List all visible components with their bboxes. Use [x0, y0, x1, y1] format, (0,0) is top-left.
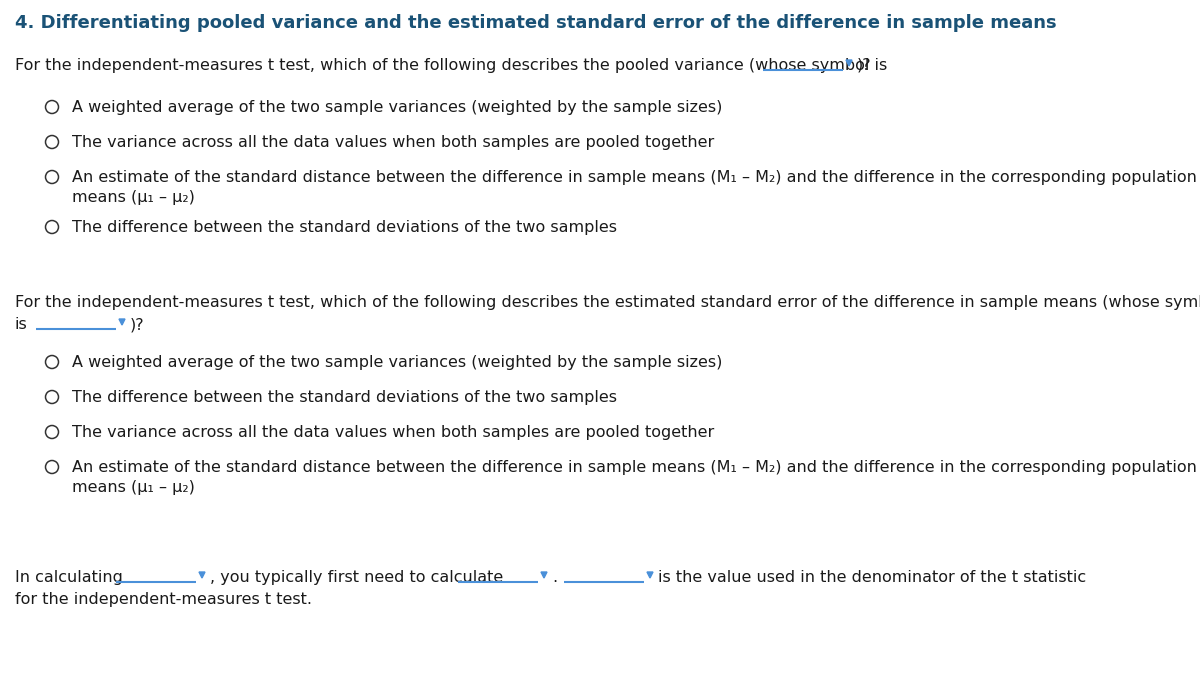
Polygon shape: [541, 572, 547, 578]
Text: In calculating: In calculating: [14, 570, 122, 585]
Text: .: .: [552, 570, 557, 585]
Polygon shape: [119, 319, 125, 325]
Text: means (μ₁ – μ₂): means (μ₁ – μ₂): [72, 480, 194, 495]
Text: , you typically first need to calculate: , you typically first need to calculate: [210, 570, 503, 585]
Polygon shape: [647, 572, 653, 578]
Text: A weighted average of the two sample variances (weighted by the sample sizes): A weighted average of the two sample var…: [72, 355, 722, 370]
Text: A weighted average of the two sample variances (weighted by the sample sizes): A weighted average of the two sample var…: [72, 100, 722, 115]
Text: is the value used in the denominator of the t statistic: is the value used in the denominator of …: [658, 570, 1086, 585]
Text: An estimate of the standard distance between the difference in sample means (M₁ : An estimate of the standard distance bet…: [72, 460, 1196, 475]
Text: The variance across all the data values when both samples are pooled together: The variance across all the data values …: [72, 135, 714, 150]
Text: means (μ₁ – μ₂): means (μ₁ – μ₂): [72, 190, 194, 205]
Text: An estimate of the standard distance between the difference in sample means (M₁ : An estimate of the standard distance bet…: [72, 170, 1196, 185]
Text: )?: )?: [130, 317, 145, 332]
Text: The variance across all the data values when both samples are pooled together: The variance across all the data values …: [72, 425, 714, 440]
Polygon shape: [199, 572, 205, 578]
Text: For the independent-measures t test, which of the following describes the pooled: For the independent-measures t test, whi…: [14, 58, 887, 73]
Text: The difference between the standard deviations of the two samples: The difference between the standard devi…: [72, 220, 617, 235]
Text: The difference between the standard deviations of the two samples: The difference between the standard devi…: [72, 390, 617, 405]
Text: For the independent-measures t test, which of the following describes the estima: For the independent-measures t test, whi…: [14, 295, 1200, 310]
Polygon shape: [846, 60, 852, 66]
Text: for the independent-measures t test.: for the independent-measures t test.: [14, 592, 312, 607]
Text: )?: )?: [857, 58, 871, 73]
Text: 4. Differentiating pooled variance and the estimated standard error of the diffe: 4. Differentiating pooled variance and t…: [14, 14, 1057, 32]
Text: is: is: [14, 317, 28, 332]
